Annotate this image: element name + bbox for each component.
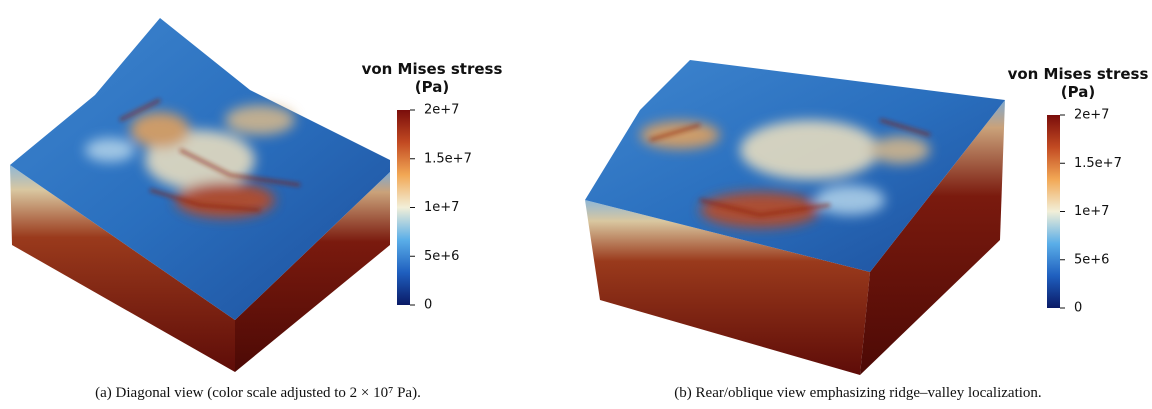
tick-label: 2e+7 [424, 103, 459, 118]
tick-label: 0 [424, 298, 432, 313]
colorbar-unit: (Pa) [1061, 83, 1095, 101]
tick-label: 1e+7 [424, 200, 459, 215]
tick-label: 0 [1074, 301, 1082, 316]
tick-label: 1.5e+7 [1074, 156, 1122, 171]
tick-label: 5e+6 [1074, 252, 1109, 267]
tick-label: 5e+6 [424, 249, 459, 264]
colorbar-unit: (Pa) [415, 78, 449, 96]
figure: (a) Diagonal view (color scale adjusted … [0, 0, 1152, 409]
caption: (a) Diagonal view (color scale adjusted … [95, 385, 421, 401]
colorbar [397, 110, 410, 305]
caption: (b) Rear/oblique view emphasizing ridge–… [674, 385, 1041, 401]
colorbar-title: von Mises stress [1008, 65, 1149, 83]
colorbar-title: von Mises stress [362, 60, 503, 78]
tick-label: 2e+7 [1074, 108, 1109, 123]
terrain-a [10, 18, 390, 372]
tick-label: 1.5e+7 [424, 151, 472, 166]
terrain-b [585, 60, 1005, 375]
colorbar [1047, 115, 1060, 308]
tick-label: 1e+7 [1074, 204, 1109, 219]
